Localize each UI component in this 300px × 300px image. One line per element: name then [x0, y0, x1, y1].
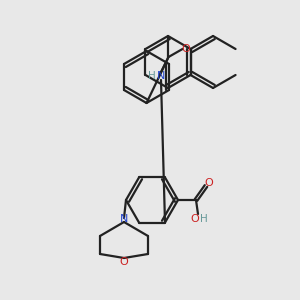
Text: N: N — [120, 214, 128, 224]
Text: N: N — [157, 71, 165, 81]
Text: H: H — [200, 214, 208, 224]
Text: H: H — [148, 71, 156, 81]
Text: O: O — [181, 44, 190, 54]
Text: O: O — [120, 257, 128, 267]
Text: O: O — [205, 178, 213, 188]
Text: O: O — [190, 214, 200, 224]
